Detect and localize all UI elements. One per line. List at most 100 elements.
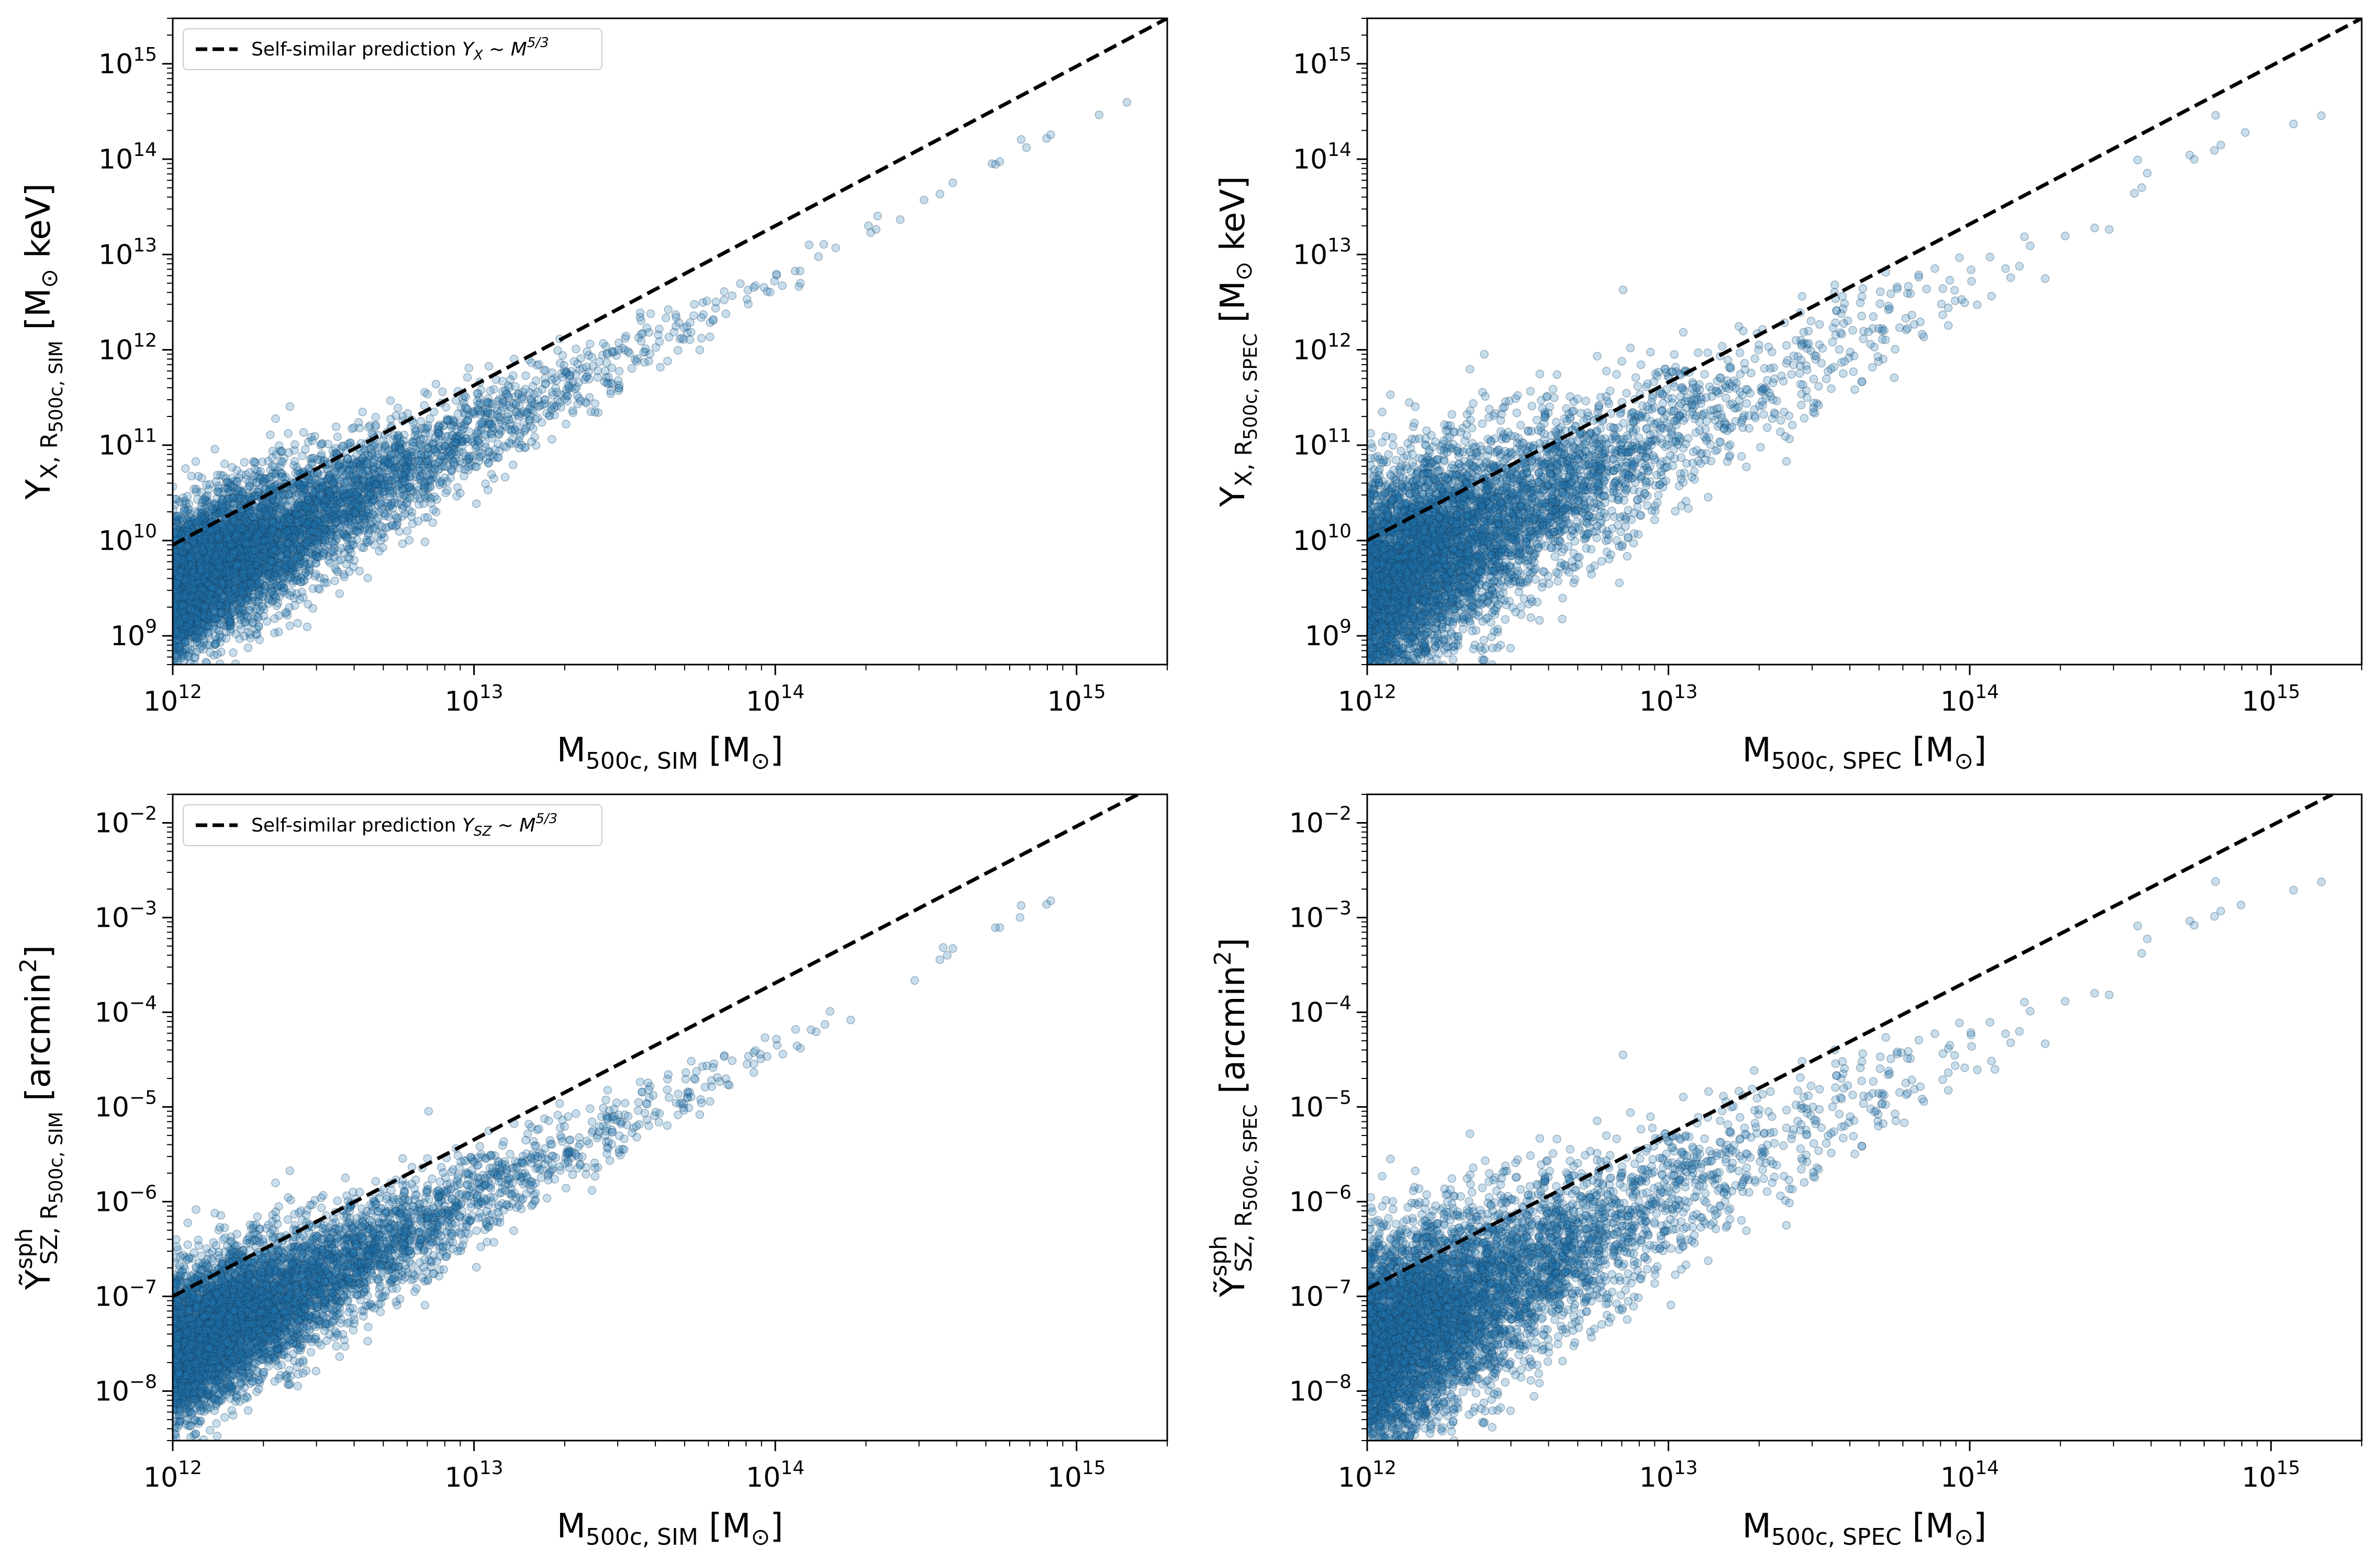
scatter-point [243, 542, 252, 551]
scatter-point [214, 524, 222, 533]
scatter-point [371, 485, 381, 494]
scatter-point [174, 583, 183, 593]
scatter-point [244, 526, 253, 536]
scatter-point [185, 552, 194, 561]
scatter-point [268, 587, 277, 595]
scatter-point [423, 389, 432, 399]
scatter-point [185, 593, 194, 602]
scatter-point [418, 477, 427, 486]
scatter-point [307, 521, 316, 530]
scatter-point [192, 568, 202, 577]
scatter-point [317, 450, 326, 459]
scatter-point [173, 569, 180, 578]
scatter-point [288, 561, 297, 570]
scatter-point [264, 549, 273, 558]
scatter-point [456, 437, 466, 446]
scatter-point [327, 514, 336, 524]
scatter-point [408, 519, 417, 529]
scatter-point [235, 511, 244, 520]
scatter-point [831, 243, 840, 252]
scatter-point [207, 592, 217, 601]
scatter-point [212, 541, 221, 550]
scatter-point [452, 449, 461, 458]
scatter-point [370, 494, 378, 503]
scatter-point [448, 456, 457, 465]
scatter-point [470, 409, 479, 419]
scatter-point [218, 559, 228, 568]
scatter-point [252, 630, 261, 639]
scatter-point [186, 605, 195, 614]
scatter-point [222, 501, 231, 510]
scatter-point [241, 567, 250, 576]
scatter-point [175, 563, 184, 572]
scatter-point [181, 630, 189, 639]
scatter-point [240, 513, 250, 522]
scatter-point [314, 584, 323, 593]
scatter-point [331, 478, 340, 487]
scatter-point [866, 228, 875, 237]
scatter-point [367, 481, 377, 490]
scatter-point [403, 457, 411, 466]
scatter-point [896, 215, 905, 224]
scatter-point [271, 552, 280, 561]
scatter-point [230, 538, 239, 547]
scatter-point [398, 458, 407, 467]
scatter-point [185, 606, 195, 615]
scatter-point [360, 471, 369, 480]
scatter-point [287, 556, 296, 565]
scatter-point [339, 459, 349, 469]
scatter-point [182, 555, 191, 564]
scatter-point [245, 630, 255, 639]
scatter-point [614, 367, 624, 376]
scatter-point [623, 347, 633, 356]
scatter-point [674, 346, 683, 355]
scatter-point [300, 500, 309, 509]
scatter-point [295, 498, 304, 507]
scatter-point [290, 557, 299, 566]
scatter-point [355, 461, 364, 470]
scatter-point [585, 340, 595, 349]
scatter-point [352, 451, 361, 459]
scatter-point [259, 476, 268, 486]
scatter-point [306, 503, 316, 513]
scatter-point [388, 488, 397, 497]
scatter-point [633, 354, 642, 363]
scatter-point [338, 493, 347, 503]
scatter-point [424, 455, 434, 464]
scatter-point [260, 537, 269, 546]
scatter-point [711, 304, 720, 313]
scatter-point [699, 310, 708, 319]
scatter-point [229, 556, 238, 565]
scatter-point [709, 316, 718, 325]
scatter-point [459, 424, 468, 433]
scatter-point [177, 585, 187, 594]
scatter-point [271, 534, 280, 543]
scatter-point [583, 372, 591, 381]
scatter-point [199, 536, 209, 545]
scatter-point [346, 471, 355, 480]
scatter-point [453, 432, 462, 441]
scatter-point [474, 426, 483, 435]
scatter-point [305, 563, 314, 572]
scatter-point [190, 549, 199, 558]
scatter-point [273, 583, 282, 592]
scatter-point [355, 495, 364, 504]
scatter-point [654, 330, 663, 339]
scatter-point [183, 570, 193, 580]
scatter-point [935, 189, 944, 199]
scatter-point [1016, 135, 1026, 144]
scatter-point [429, 407, 439, 417]
scatter-point [1094, 110, 1104, 119]
scatter-point [516, 432, 524, 441]
scatter-point [347, 548, 356, 557]
scatter-point [222, 568, 232, 578]
scatter-point [662, 313, 671, 322]
scatter-point [281, 568, 290, 577]
scatter-point [174, 556, 183, 565]
scatter-point [226, 527, 236, 536]
scatter-point [202, 480, 211, 490]
scatter-point [556, 403, 565, 412]
scatter-point [521, 385, 530, 394]
scatter-point [237, 557, 247, 566]
scatter-point [173, 571, 180, 581]
